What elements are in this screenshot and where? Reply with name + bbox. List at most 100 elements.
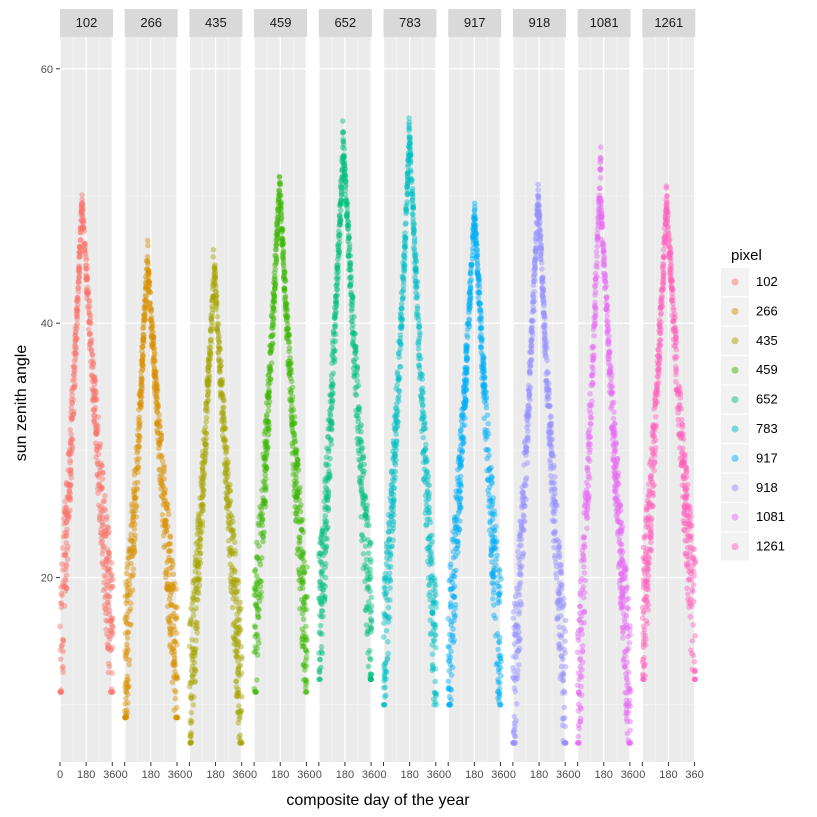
data-point xyxy=(79,226,86,232)
data-point xyxy=(490,602,497,608)
data-point xyxy=(161,491,168,498)
data-point xyxy=(196,514,202,520)
data-point xyxy=(410,204,416,211)
data-point xyxy=(341,169,348,176)
data-point xyxy=(106,593,113,600)
data-point xyxy=(128,549,134,556)
data-point xyxy=(100,543,107,549)
data-point xyxy=(122,708,128,714)
data-point xyxy=(76,270,83,276)
data-point xyxy=(93,428,99,435)
data-point xyxy=(558,672,564,678)
data-point xyxy=(58,600,64,606)
data-point xyxy=(66,481,72,488)
data-point xyxy=(137,422,143,428)
data-point xyxy=(419,376,426,383)
data-point xyxy=(137,392,144,398)
data-point xyxy=(158,485,164,492)
data-point xyxy=(207,345,214,351)
data-point xyxy=(457,518,463,524)
data-point xyxy=(168,602,175,608)
data-point xyxy=(168,627,174,633)
data-point xyxy=(215,343,222,350)
data-point xyxy=(284,307,290,314)
data-point xyxy=(187,740,193,746)
data-point xyxy=(363,556,370,563)
data-point xyxy=(197,560,204,566)
data-point xyxy=(278,235,285,242)
data-point xyxy=(153,405,159,411)
data-point xyxy=(210,283,217,289)
data-point xyxy=(198,479,204,486)
data-point xyxy=(253,579,260,586)
data-point xyxy=(234,611,240,618)
data-point xyxy=(93,446,100,453)
data-point xyxy=(484,467,490,474)
data-point xyxy=(150,344,156,351)
data-point xyxy=(293,452,299,459)
data-point xyxy=(551,462,557,469)
data-point xyxy=(142,298,149,304)
data-point xyxy=(477,306,484,313)
data-point xyxy=(291,432,297,439)
data-point xyxy=(398,301,405,307)
data-point xyxy=(280,255,287,262)
data-point xyxy=(446,658,453,664)
data-point xyxy=(292,503,298,510)
data-point xyxy=(93,429,99,436)
data-point xyxy=(273,253,279,260)
data-point xyxy=(144,258,151,264)
data-point xyxy=(195,576,202,583)
data-point xyxy=(72,338,78,345)
data-point xyxy=(151,345,158,352)
data-point xyxy=(152,371,158,378)
data-point xyxy=(100,543,107,550)
data-point xyxy=(271,299,278,306)
data-point xyxy=(233,678,240,685)
data-point xyxy=(153,399,159,406)
data-point xyxy=(219,377,225,383)
data-point xyxy=(340,138,347,145)
data-point xyxy=(84,288,90,295)
data-point xyxy=(86,318,92,325)
data-point xyxy=(280,239,286,246)
data-point xyxy=(91,418,97,425)
data-point xyxy=(168,548,174,554)
data-point xyxy=(108,577,114,584)
data-point xyxy=(491,586,497,593)
data-point xyxy=(203,400,210,407)
data-point xyxy=(625,605,632,612)
data-point xyxy=(335,274,341,280)
data-point xyxy=(168,649,175,656)
data-point xyxy=(97,468,104,474)
data-point xyxy=(295,519,302,525)
data-point xyxy=(204,381,210,388)
data-point xyxy=(203,444,209,451)
data-point xyxy=(290,471,297,478)
data-point xyxy=(67,439,74,445)
data-point xyxy=(158,432,165,439)
data-point xyxy=(57,689,63,695)
data-point xyxy=(159,517,166,524)
data-point xyxy=(211,262,218,268)
data-point xyxy=(328,441,335,448)
data-point xyxy=(468,276,475,283)
data-point xyxy=(158,478,165,485)
data-point xyxy=(58,561,65,567)
data-point xyxy=(271,293,278,300)
data-point xyxy=(420,459,427,466)
x-tick-label: 0 xyxy=(316,769,322,781)
data-point xyxy=(86,319,93,325)
data-point xyxy=(359,532,366,539)
data-point xyxy=(199,486,206,492)
data-point xyxy=(158,436,165,443)
data-point xyxy=(70,371,77,378)
data-point xyxy=(222,425,229,432)
data-point xyxy=(237,599,243,606)
data-point xyxy=(277,181,283,188)
data-point xyxy=(235,604,242,610)
data-point xyxy=(153,374,159,380)
data-point xyxy=(390,537,396,543)
data-point xyxy=(86,341,93,348)
data-point xyxy=(488,473,495,480)
